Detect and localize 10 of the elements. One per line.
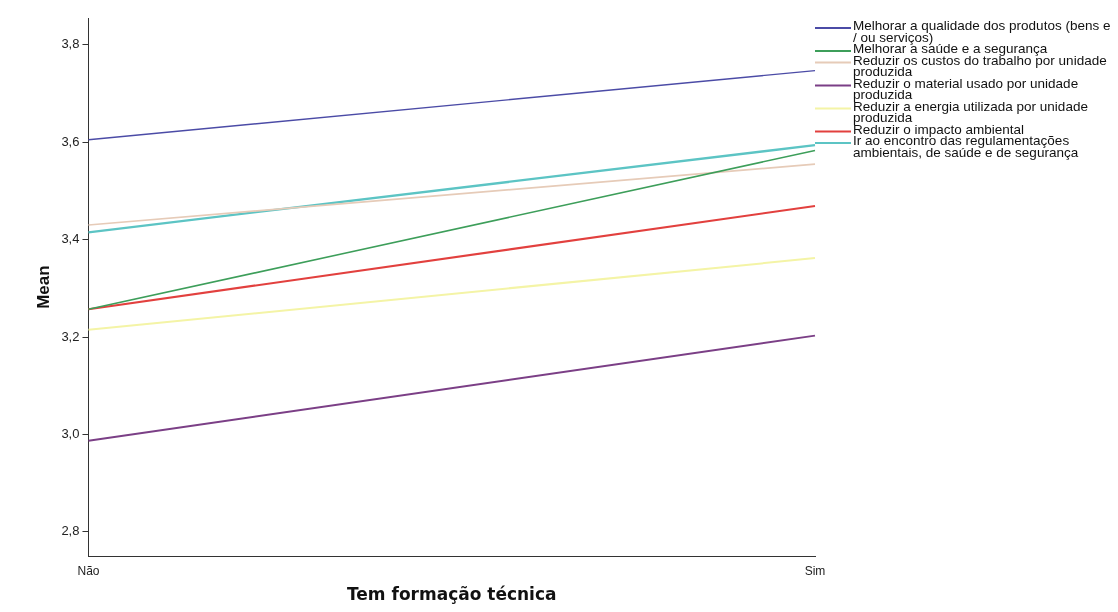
y-tick-label: 3,4: [61, 231, 80, 247]
y-tick-label: 3,6: [61, 133, 80, 149]
y-tick-label: 2,8: [61, 523, 80, 539]
y-axis-title: Mean: [33, 265, 53, 309]
x-tick-label: Não: [77, 563, 100, 578]
x-tick-label: Sim: [804, 563, 826, 578]
x-axis-title: Tem formação técnica: [346, 584, 557, 605]
y-tick-label: 3,8: [61, 36, 80, 52]
y-tick-label: 3,2: [61, 328, 80, 344]
y-tick-label: 3,0: [61, 426, 80, 442]
